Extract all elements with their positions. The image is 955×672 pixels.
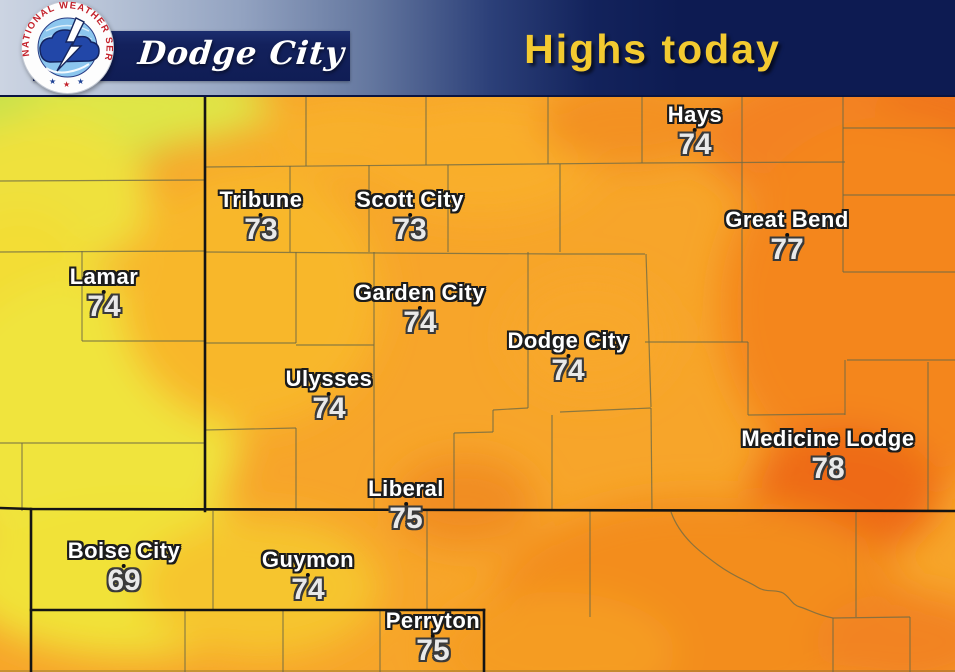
- svg-text:★: ★: [63, 80, 70, 89]
- city-dot: [327, 392, 331, 396]
- city-temp: 73: [244, 213, 278, 246]
- page-title: Highs today: [524, 26, 781, 72]
- city-temp: 74: [312, 392, 346, 425]
- city-dot: [408, 213, 412, 217]
- city-name: Boise City: [67, 538, 181, 563]
- city-label-lamar: Lamar 74: [70, 265, 139, 322]
- city-name: Medicine Lodge: [741, 426, 915, 451]
- city-dot: [122, 564, 126, 568]
- city-name: Scott City: [356, 187, 464, 212]
- city-temp: 75: [416, 634, 450, 667]
- city-name: Guymon: [261, 547, 355, 572]
- city-label-guymon: Guymon 74: [262, 548, 354, 605]
- logo-stars: ★ ★ ★: [49, 77, 84, 89]
- city-label-tribune: Tribune 73: [220, 188, 303, 245]
- city-name: Ulysses: [285, 366, 373, 391]
- city-name: Liberal: [368, 476, 444, 501]
- city-name: Hays: [667, 102, 723, 127]
- city-dot: [258, 213, 263, 217]
- city-label-medicine-lodge: Medicine Lodge 78: [741, 427, 914, 484]
- city-label-ulysses: Ulysses 74: [286, 367, 373, 424]
- city-temp: 74: [87, 290, 121, 323]
- office-name: Dodge City: [136, 34, 347, 72]
- city-label-scott-city: Scott City 73: [356, 188, 464, 245]
- city-temp: 74: [403, 306, 437, 339]
- city-temp: 69: [107, 564, 141, 597]
- city-label-perryton: Perryton 75: [386, 609, 480, 666]
- city-dot: [305, 573, 310, 577]
- city-name: Dodge City: [507, 328, 629, 353]
- city-temp: 74: [291, 573, 325, 606]
- city-dot: [693, 128, 697, 132]
- city-temp: 77: [770, 233, 804, 266]
- city-name: Tribune: [219, 187, 303, 212]
- city-dot: [101, 290, 106, 294]
- city-name: Garden City: [354, 280, 486, 305]
- city-dot: [826, 452, 830, 456]
- city-dot: [785, 233, 789, 237]
- svg-text:★: ★: [49, 77, 56, 86]
- city-dot: [417, 306, 422, 310]
- city-temp: 75: [389, 502, 423, 535]
- state-borders: [0, 95, 955, 672]
- county-borders: [0, 97, 955, 672]
- city-label-boise-city: Boise City 69: [68, 539, 181, 596]
- city-label-liberal: Liberal 75: [368, 477, 444, 534]
- city-dot: [403, 502, 408, 506]
- city-name: Lamar: [69, 264, 139, 289]
- city-label-hays: Hays 74: [668, 103, 723, 160]
- city-label-garden-city: Garden City 74: [355, 281, 485, 338]
- city-label-great-bend: Great Bend 77: [725, 208, 849, 265]
- nws-logo-icon: NATIONAL WEATHER SERVICE ★ ★ ★: [16, 0, 115, 100]
- header-banner: Dodge City Highs today: [0, 0, 955, 97]
- city-temp: 74: [678, 128, 712, 161]
- city-temp: 78: [811, 452, 845, 485]
- svg-text:★: ★: [77, 77, 84, 86]
- city-name: Great Bend: [725, 207, 849, 232]
- city-dot: [566, 354, 570, 358]
- city-temp: 73: [393, 213, 427, 246]
- city-temp: 74: [551, 354, 585, 387]
- city-label-dodge-city: Dodge City 74: [507, 329, 628, 386]
- city-name: Perryton: [385, 608, 481, 633]
- city-dot: [430, 634, 435, 638]
